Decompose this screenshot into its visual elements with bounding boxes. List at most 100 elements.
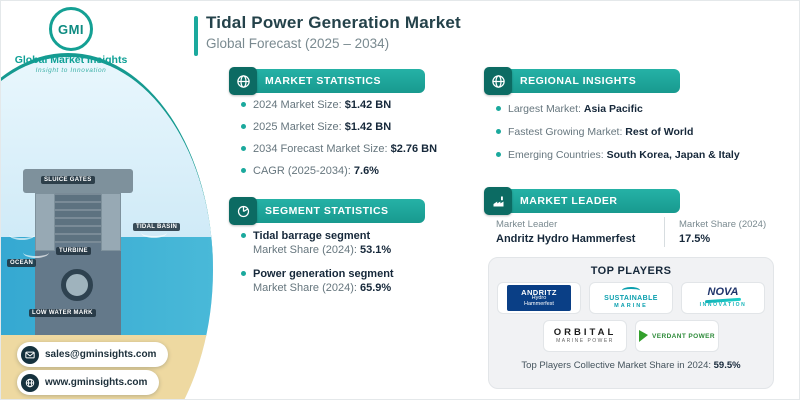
segment-name: Tidal barrage segment bbox=[253, 230, 371, 242]
stat-value: $1.42 BN bbox=[344, 121, 392, 133]
logo-tagline: Insight to Innovation bbox=[35, 67, 107, 74]
segment-share-value: 53.1% bbox=[360, 244, 392, 256]
andritz-sub1: Hydro bbox=[531, 295, 547, 302]
section-title: MARKET STATISTICS bbox=[265, 75, 382, 87]
website-link[interactable]: www.gminsights.com bbox=[17, 370, 160, 395]
bullet-icon bbox=[241, 168, 246, 173]
sluice-gate bbox=[55, 193, 101, 243]
players-row-1: ANDRITZ Hydro Hammerfest SUSTAINABLE MAR… bbox=[497, 282, 765, 314]
nova-wordmark: NOVA bbox=[707, 286, 739, 299]
stat-text: 2034 Forecast Market Size: $2.76 BN bbox=[253, 142, 437, 156]
stat-line: 2025 Market Size: $1.42 BN bbox=[241, 120, 476, 134]
market-leader-header: MARKET LEADER bbox=[484, 187, 680, 215]
marine-wordmark: MARINE bbox=[614, 302, 648, 309]
stat-label: 2025 Market Size: bbox=[253, 121, 342, 133]
leader-label: Market Leader bbox=[496, 219, 558, 230]
pie-chart-icon bbox=[229, 197, 257, 225]
collective-share: Top Players Collective Market Share in 2… bbox=[521, 360, 740, 371]
gmi-logo: GMI Global Market Insights Insight to In… bbox=[9, 7, 133, 74]
region-label: Fastest Growing Market: bbox=[508, 126, 623, 138]
page-subtitle: Global Forecast (2025 – 2034) bbox=[206, 36, 390, 51]
leader-share-block: Market Share (2024) 17.5% bbox=[679, 219, 766, 245]
email-text: sales@gminsights.com bbox=[45, 349, 157, 360]
gmi-logo-icon: GMI bbox=[49, 7, 93, 51]
ocean-label: OCEAN bbox=[7, 259, 37, 267]
wave-line bbox=[23, 247, 49, 258]
region-value: Asia Pacific bbox=[583, 103, 643, 115]
stat-text: CAGR (2025-2034): 7.6% bbox=[253, 164, 379, 178]
website-text: www.gminsights.com bbox=[45, 377, 148, 388]
segment-text: Power generation segment Market Share (2… bbox=[253, 267, 394, 296]
leader-name: Andritz Hydro Hammerfest bbox=[496, 233, 636, 245]
bullet-icon bbox=[241, 233, 246, 238]
segment-name: Power generation segment bbox=[253, 268, 394, 280]
stat-label: CAGR (2025-2034): bbox=[253, 165, 351, 177]
segment-share-value: 65.9% bbox=[360, 282, 392, 294]
collective-share-label: Top Players Collective Market Share in 2… bbox=[521, 360, 711, 371]
nova-innovation-logo: NOVA INNOVATION bbox=[681, 282, 765, 314]
wave-line bbox=[141, 227, 167, 238]
sustainable-marine-logo: SUSTAINABLE MARINE bbox=[589, 282, 673, 314]
verdant-wordmark: VERDANT POWER bbox=[652, 332, 715, 340]
logo-company: Global Market Insights bbox=[14, 54, 128, 66]
bullet-icon bbox=[496, 129, 501, 134]
marine-power-wordmark: MARINE POWER bbox=[556, 337, 614, 344]
page-title: Tidal Power Generation Market bbox=[206, 13, 461, 32]
turbine-label: TURBINE bbox=[56, 247, 91, 255]
region-line: Emerging Countries: South Korea, Japan &… bbox=[496, 148, 781, 162]
region-line: Largest Market: Asia Pacific bbox=[496, 102, 781, 116]
tidal-basin-label: TIDAL BASIN bbox=[133, 223, 181, 231]
andritz-logo: ANDRITZ Hydro Hammerfest bbox=[497, 282, 581, 314]
andritz-wordmark: ANDRITZ bbox=[521, 287, 557, 297]
stat-label: 2024 Market Size: bbox=[253, 99, 342, 111]
section-title: SEGMENT STATISTICS bbox=[265, 205, 389, 217]
region-label: Emerging Countries: bbox=[508, 149, 604, 161]
low-water-mark-label: LOW WATER MARK bbox=[29, 309, 96, 317]
segment-share: Market Share (2024): 65.9% bbox=[253, 282, 391, 294]
andritz-logo-box: ANDRITZ Hydro Hammerfest bbox=[507, 285, 571, 311]
verdant-logo-row: VERDANT POWER bbox=[639, 330, 715, 342]
verdant-power-logo: VERDANT POWER bbox=[635, 320, 719, 352]
globe-icon bbox=[484, 67, 512, 95]
bullet-icon bbox=[241, 146, 246, 151]
stat-line: CAGR (2025-2034): 7.6% bbox=[241, 164, 476, 178]
players-row-2: ORBITAL MARINE POWER VERDANT POWER bbox=[543, 320, 719, 352]
top-players-panel: TOP PLAYERS ANDRITZ Hydro Hammerfest SUS… bbox=[488, 257, 774, 389]
segment-item: Tidal barrage segment Market Share (2024… bbox=[241, 229, 476, 258]
sluice-gates-label: SLUICE GATES bbox=[41, 176, 95, 184]
section-title: REGIONAL INSIGHTS bbox=[520, 75, 637, 87]
region-label: Largest Market: bbox=[508, 103, 581, 115]
andritz-sub2: Hammerfest bbox=[524, 300, 554, 307]
logo-monogram: GMI bbox=[57, 21, 85, 37]
stat-text: 2024 Market Size: $1.42 BN bbox=[253, 98, 391, 112]
stat-label: 2034 Forecast Market Size: bbox=[253, 143, 388, 155]
collective-share-value: 59.5% bbox=[713, 360, 741, 371]
region-text: Largest Market: Asia Pacific bbox=[508, 102, 643, 116]
leader-share-label: Market Share (2024) bbox=[679, 219, 767, 230]
vertical-divider bbox=[664, 217, 665, 247]
stat-value: 7.6% bbox=[353, 165, 379, 177]
segment-item: Power generation segment Market Share (2… bbox=[241, 267, 476, 296]
sustainable-wordmark: SUSTAINABLE bbox=[604, 294, 658, 302]
factory-icon bbox=[484, 187, 512, 215]
region-line: Fastest Growing Market: Rest of World bbox=[496, 125, 781, 139]
bullet-icon bbox=[241, 271, 246, 276]
bullet-icon bbox=[241, 124, 246, 129]
region-value: South Korea, Japan & Italy bbox=[606, 149, 740, 161]
segment-share-label: Market Share (2024): bbox=[253, 244, 357, 256]
orbital-wordmark: ORBITAL bbox=[553, 326, 617, 338]
globe-icon bbox=[21, 373, 39, 392]
bullet-icon bbox=[496, 106, 501, 111]
email-link[interactable]: sales@gminsights.com bbox=[17, 342, 169, 367]
dam-tower-left bbox=[35, 193, 55, 251]
email-icon bbox=[21, 345, 39, 364]
bullet-icon bbox=[496, 152, 501, 157]
globe-chart-icon bbox=[229, 67, 257, 95]
region-text: Emerging Countries: South Korea, Japan &… bbox=[508, 148, 740, 162]
regional-insights-header: REGIONAL INSIGHTS bbox=[484, 67, 680, 95]
stat-value: $2.76 BN bbox=[390, 143, 438, 155]
bullet-icon bbox=[241, 102, 246, 107]
stat-line: 2034 Forecast Market Size: $2.76 BN bbox=[241, 142, 476, 156]
section-title: MARKET LEADER bbox=[520, 195, 618, 207]
